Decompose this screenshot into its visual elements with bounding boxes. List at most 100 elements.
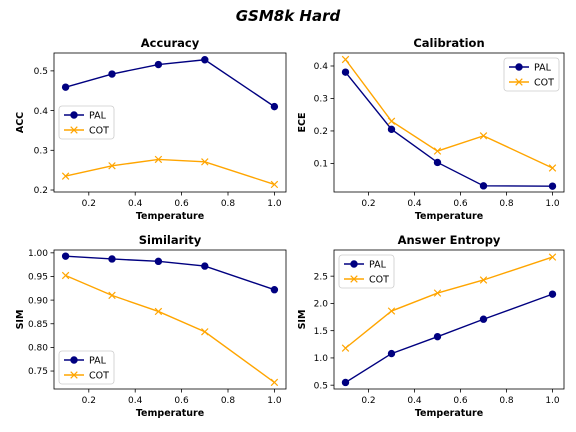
data-point-pal <box>548 182 557 190</box>
plot-frame <box>333 52 565 193</box>
x-tick-label: 0.2 <box>361 396 375 406</box>
legend-marker <box>70 126 78 134</box>
y-axis-label: ACC <box>15 112 26 133</box>
series-cot <box>341 253 557 352</box>
data-point-pal <box>201 262 209 270</box>
y-tick-label: 2.0 <box>314 300 329 310</box>
data-point-cot <box>479 276 488 284</box>
data-point-pal <box>433 332 442 341</box>
y-tick-label: 0.2 <box>34 186 48 196</box>
y-tick-label: 0.90 <box>28 296 48 306</box>
legend-entry-cot: COT <box>64 126 109 137</box>
data-point-pal <box>270 286 279 294</box>
x-tick-label: 0.6 <box>453 396 468 406</box>
legend: PAL COT <box>58 350 115 385</box>
data-point-pal <box>433 158 442 167</box>
chart-panels: Accuracy 0.2 0.4 0.6 0.8 1.0 0.2 0.3 0.4 0.5 Tempe… <box>15 36 565 419</box>
x-tick-label: 0.6 <box>174 396 189 406</box>
data-point-cot <box>270 378 279 387</box>
x-tick-label: 0.8 <box>221 199 236 209</box>
plot-frame <box>333 249 565 390</box>
legend-entry-cot: COT <box>509 78 554 89</box>
series-pal <box>61 56 279 111</box>
panel-3: Similarity 0.2 0.4 0.6 0.8 1.0 0.75 0.80 0.85 0.9… <box>15 233 287 419</box>
plot-frame <box>53 52 287 193</box>
legend-marker <box>70 356 78 364</box>
y-tick-label: 0.5 <box>314 381 328 391</box>
legend: PAL COT <box>58 105 115 140</box>
series-pal <box>61 252 279 294</box>
y-tick-label: 1.00 <box>28 249 48 259</box>
legend-entry-cot: COT <box>344 275 389 286</box>
data-point-pal <box>61 252 70 260</box>
x-tick-label: 1.0 <box>267 199 282 209</box>
data-point-cot <box>201 158 209 166</box>
y-tick-label: 1.5 <box>314 327 328 337</box>
plot-frame <box>53 249 287 390</box>
data-point-cot <box>387 117 396 125</box>
data-point-pal <box>479 315 488 323</box>
legend-marker <box>70 111 78 119</box>
x-tick-label: 0.6 <box>174 199 189 209</box>
legend-marker <box>70 371 78 379</box>
x-axis-label: Temperature <box>136 408 204 419</box>
legend-label: COT <box>89 371 109 382</box>
data-point-cot <box>61 172 70 180</box>
x-tick-label: 0.8 <box>221 396 236 406</box>
legend: PAL COT <box>503 57 560 92</box>
y-tick-label: 0.5 <box>34 67 48 77</box>
panel-title: Similarity <box>139 233 202 247</box>
y-axis-label: SIM <box>15 310 26 330</box>
data-point-pal <box>341 378 350 387</box>
legend: PAL COT <box>338 254 395 289</box>
data-point-cot <box>387 307 396 315</box>
legend-entry-pal: PAL <box>344 260 387 271</box>
y-tick-label: 0.2 <box>314 127 328 137</box>
data-point-cot <box>154 307 163 316</box>
x-tick-label: 0.4 <box>128 396 143 406</box>
x-tick-label: 0.4 <box>407 199 422 209</box>
y-tick-label: 0.4 <box>34 107 49 117</box>
x-tick-label: 0.6 <box>453 199 468 209</box>
data-point-pal <box>548 290 557 298</box>
data-point-cot <box>341 344 350 352</box>
data-point-pal <box>341 68 350 76</box>
panel-title: Answer Entropy <box>398 233 501 247</box>
y-tick-label: 0.4 <box>314 62 329 72</box>
data-point-cot <box>154 155 163 164</box>
y-axis-label: SIM <box>297 310 308 330</box>
y-tick-label: 0.3 <box>314 95 328 105</box>
legend-label: PAL <box>89 111 107 122</box>
x-tick-label: 0.4 <box>128 199 143 209</box>
data-point-cot <box>548 164 557 172</box>
y-tick-label: 0.85 <box>28 320 48 330</box>
data-point-pal <box>108 70 116 78</box>
data-point-cot <box>433 289 442 297</box>
legend-label: PAL <box>534 63 552 74</box>
y-tick-label: 0.80 <box>28 344 48 354</box>
series-cot <box>61 271 279 387</box>
data-point-cot <box>270 180 279 189</box>
series-pal <box>341 290 557 387</box>
data-point-cot <box>341 55 350 64</box>
legend-marker <box>350 275 358 283</box>
series-cot <box>61 155 279 189</box>
x-tick-label: 0.2 <box>82 199 96 209</box>
data-point-cot <box>61 271 70 280</box>
data-point-pal <box>479 182 488 190</box>
data-point-cot <box>479 132 488 140</box>
x-axis-label: Temperature <box>415 408 483 419</box>
series-pal <box>341 68 557 190</box>
panel-1: Accuracy 0.2 0.4 0.6 0.8 1.0 0.2 0.3 0.4 0.5 Tempe… <box>15 36 287 222</box>
panel-title: Calibration <box>413 36 484 50</box>
legend-label: COT <box>89 126 109 137</box>
x-axis-label: Temperature <box>415 211 483 222</box>
x-tick-label: 0.2 <box>82 396 96 406</box>
data-point-cot <box>108 162 116 170</box>
data-point-pal <box>108 255 116 263</box>
x-tick-label: 0.8 <box>499 199 514 209</box>
legend-label: COT <box>369 275 389 286</box>
data-point-pal <box>154 60 163 69</box>
legend-marker <box>515 63 523 71</box>
